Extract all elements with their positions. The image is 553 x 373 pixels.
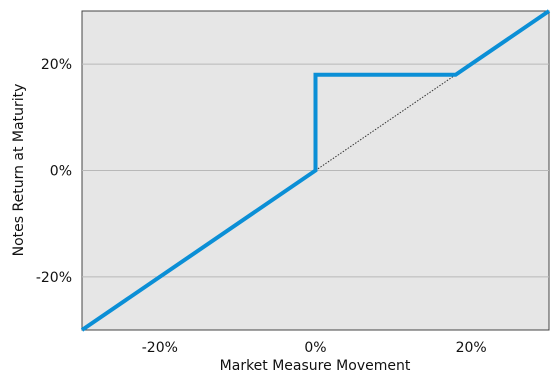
reference-line xyxy=(315,74,456,171)
x-tick-labels: -20% 0% 20% xyxy=(142,340,487,356)
x-tick-label: -20% xyxy=(142,340,178,356)
x-axis-title: Market Measure Movement xyxy=(220,358,411,373)
y-tick-label: 0% xyxy=(50,164,72,180)
x-tick-label: 0% xyxy=(304,340,326,356)
y-tick-label: 20% xyxy=(41,57,72,73)
x-tick-label: 20% xyxy=(456,340,487,356)
payoff-line xyxy=(80,9,551,332)
y-axis-title: Notes Return at Maturity xyxy=(11,84,27,257)
series-group xyxy=(80,9,551,332)
y-tick-label: -20% xyxy=(36,270,72,286)
y-tick-labels: -20% 0% 20% xyxy=(36,57,72,286)
